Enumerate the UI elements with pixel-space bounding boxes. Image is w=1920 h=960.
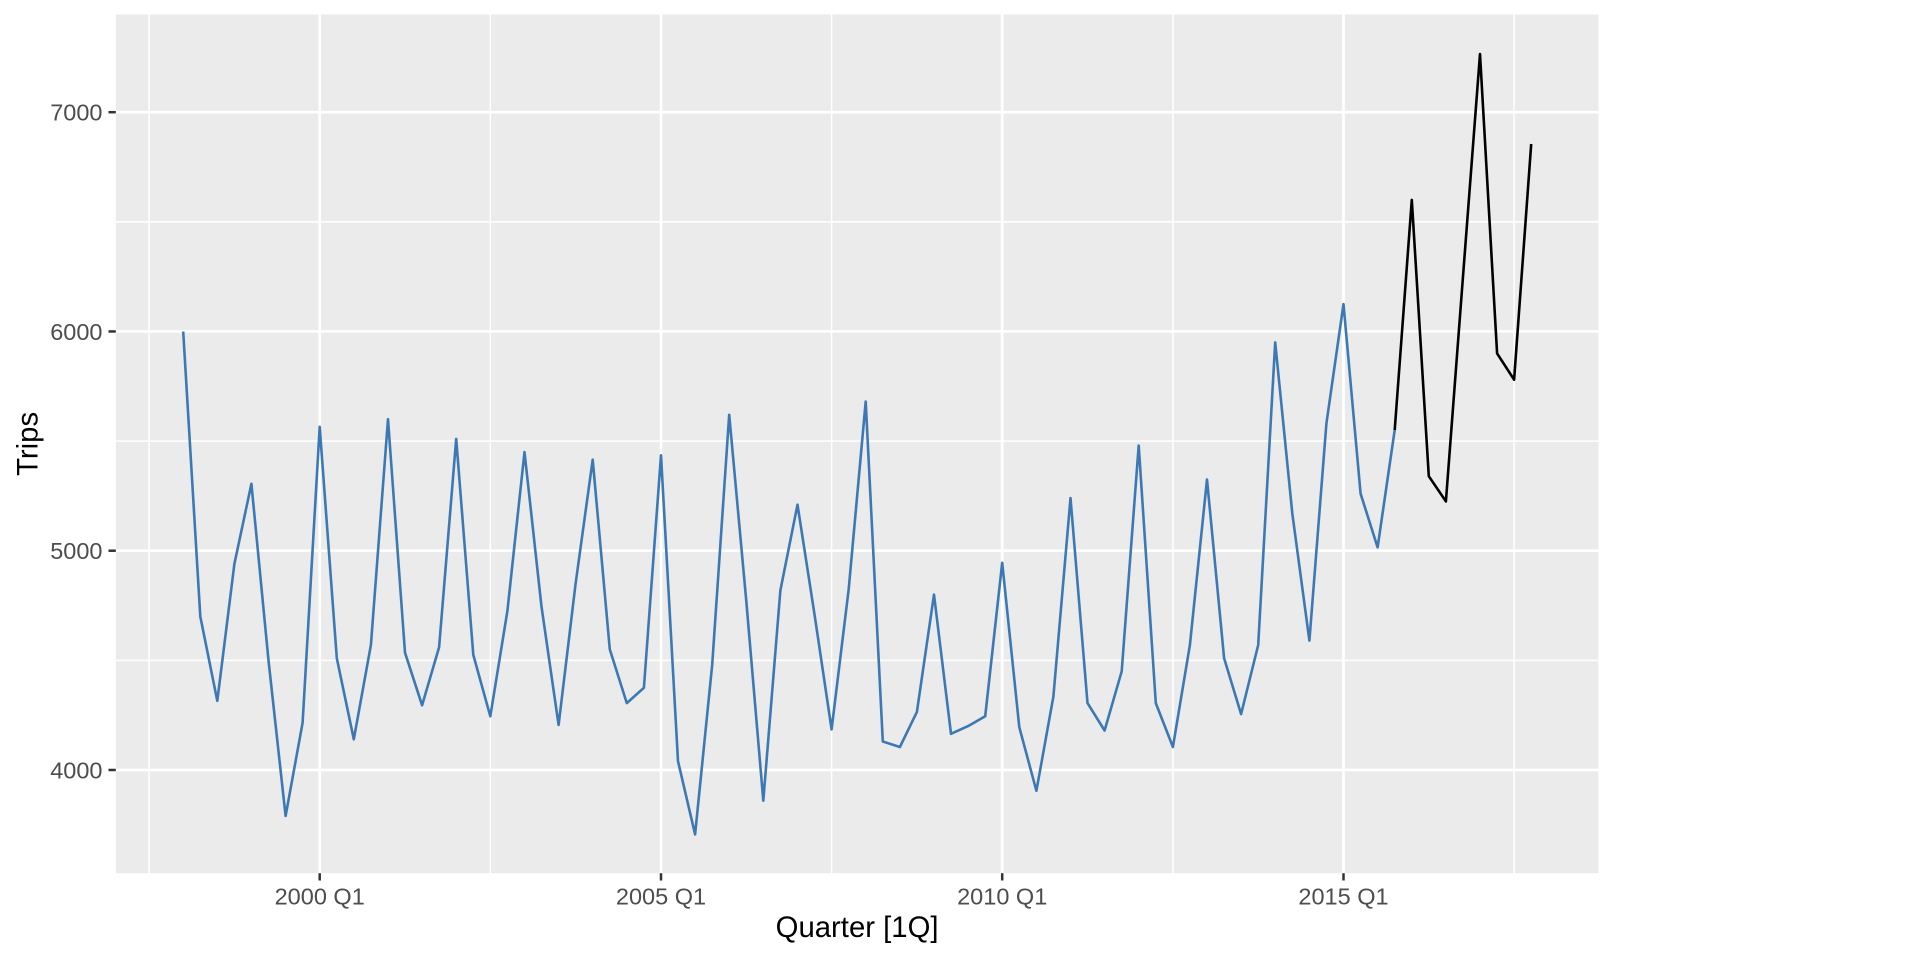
svg-text:5000: 5000	[50, 538, 102, 564]
svg-text:6000: 6000	[50, 319, 102, 345]
svg-text:2010 Q1: 2010 Q1	[957, 883, 1047, 909]
svg-text:Quarter [1Q]: Quarter [1Q]	[776, 911, 939, 944]
svg-text:2015 Q1: 2015 Q1	[1298, 883, 1388, 909]
svg-text:2005 Q1: 2005 Q1	[616, 883, 706, 909]
svg-text:Trips: Trips	[12, 412, 45, 476]
svg-text:7000: 7000	[50, 100, 102, 126]
svg-text:2000 Q1: 2000 Q1	[275, 883, 365, 909]
svg-text:4000: 4000	[50, 757, 102, 783]
